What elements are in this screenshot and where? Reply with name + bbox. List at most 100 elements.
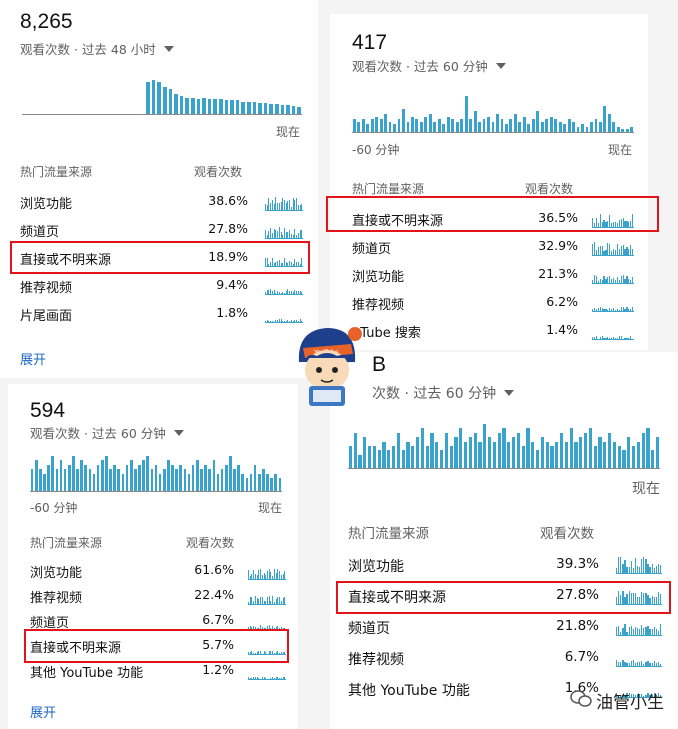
traffic-source-row[interactable]: 频道页 6.7% <box>30 612 286 631</box>
sparkline-bar <box>611 250 613 256</box>
sparkline-bar <box>622 217 624 228</box>
axis-end-label: 现在 <box>276 125 301 139</box>
traffic-source-row[interactable]: 浏览功能 61.6% <box>30 562 286 581</box>
sparkline-bar <box>254 573 256 580</box>
sparkline-bar <box>593 337 596 340</box>
chart-bar <box>224 100 229 114</box>
sparkline-bar <box>270 600 272 605</box>
traffic-source-row[interactable]: 频道页 27.8% <box>20 221 303 240</box>
traffic-source-row[interactable]: 其他 YouTube 功能 1.2% <box>30 662 286 681</box>
traffic-source-row[interactable]: 推荐视频 9.4% <box>20 277 303 296</box>
traffic-source-row[interactable]: 浏览功能 21.3% <box>352 266 634 285</box>
chart-bar <box>207 99 212 114</box>
sparkline-bar <box>607 309 609 312</box>
sparkline-bar <box>624 597 626 605</box>
range-selector[interactable]: 观看次数 · 过去 60 分钟 <box>352 56 506 75</box>
sparkline-bar <box>253 570 255 580</box>
chart-bar <box>603 106 607 132</box>
chart-bar <box>113 464 116 491</box>
sparkline-bar <box>284 228 286 239</box>
chart-bar <box>212 460 216 491</box>
sparkline-bar <box>609 337 611 340</box>
chart-bar <box>247 101 251 114</box>
chart-bar <box>196 99 201 114</box>
chart-bar <box>411 446 415 468</box>
highlight-box <box>24 629 289 663</box>
sparkline-bar <box>643 592 645 605</box>
source-percentage: 1.2% <box>202 662 234 677</box>
sparkline-bar <box>622 563 624 574</box>
sparkline-bar <box>624 560 626 574</box>
sparkline-bar <box>649 662 651 667</box>
sparkline-bar <box>626 306 628 312</box>
sparkline-bar <box>287 200 289 211</box>
sparkline-bar <box>270 227 272 239</box>
source-sparkline <box>592 214 634 228</box>
traffic-source-row[interactable]: 推荐视频 22.4% <box>30 587 286 606</box>
range-label: 观看次数 · 过去 60 分钟 <box>352 59 488 74</box>
source-name: uTube 搜索 <box>352 326 421 341</box>
sparkline-bar <box>248 676 250 680</box>
sparkline-bar <box>268 231 270 239</box>
chart-bar <box>425 446 429 468</box>
sparkline-bar <box>651 695 653 698</box>
traffic-source-row[interactable]: 浏览功能 38.6% <box>20 193 303 212</box>
sparkline-bar <box>273 263 275 267</box>
source-name: 浏览功能 <box>30 566 83 581</box>
chart-axis <box>348 468 660 469</box>
chart-bar <box>549 116 553 132</box>
sparkline-bar <box>649 694 651 698</box>
sparkline-bar <box>290 320 292 323</box>
traffic-source-row[interactable]: 片尾画面 1.8% <box>20 305 303 324</box>
traffic-source-row[interactable]: 频道页 21.8% <box>348 618 662 637</box>
chart-bar <box>590 121 593 132</box>
traffic-source-row[interactable]: 推荐视频 6.2% <box>352 294 634 313</box>
sparkline-bar <box>628 590 630 605</box>
chart-bar <box>630 126 634 132</box>
source-percentage: 22.4% <box>194 587 234 602</box>
sparkline-bar <box>657 630 660 636</box>
chart-bar <box>406 441 410 468</box>
chart-bar <box>545 441 549 468</box>
chevron-down-icon <box>163 46 174 52</box>
chart-bar <box>449 446 453 468</box>
chart-bar <box>469 119 473 132</box>
traffic-source-row[interactable]: 直接或不明来源 27.8% <box>348 587 662 606</box>
traffic-source-row[interactable]: 直接或不明来源 5.7% <box>30 637 286 656</box>
sparkline-bar <box>616 695 618 698</box>
range-selector[interactable]: 观看次数 · 过去 60 分钟 <box>30 423 184 442</box>
sparkline-bar <box>657 563 660 574</box>
traffic-source-row[interactable]: 推荐视频 6.7% <box>348 649 662 668</box>
range-selector[interactable]: 观看次数 · 过去 48 小时 <box>20 39 174 58</box>
sparkline-bar <box>297 291 299 295</box>
chart-bar <box>185 98 189 114</box>
sparkline-bar <box>626 631 628 636</box>
sparkline-bar <box>273 568 275 580</box>
traffic-source-row[interactable]: uTube 搜索 1.4% <box>352 322 634 341</box>
source-percentage: 6.7% <box>202 612 234 627</box>
expand-link[interactable]: 展开 <box>20 353 47 368</box>
traffic-source-row[interactable]: 频道页 32.9% <box>352 238 634 257</box>
chart-bar <box>455 121 459 132</box>
chart-bar <box>63 469 67 491</box>
chart-bar <box>585 126 589 132</box>
sparkline-bar <box>624 338 626 340</box>
sparkline-bar <box>275 626 277 630</box>
source-percentage: 9.4% <box>216 277 248 292</box>
traffic-source-row[interactable]: 直接或不明来源 36.5% <box>352 210 634 229</box>
chart-bar <box>464 441 468 468</box>
sparkline-bar <box>641 660 643 667</box>
sparkline-bar <box>659 624 662 636</box>
sparkline-bar <box>630 245 632 256</box>
traffic-source-row[interactable]: 浏览功能 39.3% <box>348 556 662 575</box>
chart-bar <box>420 428 424 468</box>
chart-bar <box>366 124 370 132</box>
chart-bar <box>518 121 522 132</box>
sparkline-bar <box>249 677 251 680</box>
source-percentage: 61.6% <box>194 562 234 577</box>
chart-bar <box>253 464 257 491</box>
range-selector[interactable]: 次数 · 过去 60 分钟 <box>372 383 515 403</box>
traffic-source-row[interactable]: 直接或不明来源 18.9% <box>20 249 303 268</box>
sparkline-bar <box>639 694 641 698</box>
expand-link[interactable]: 展开 <box>30 706 57 721</box>
